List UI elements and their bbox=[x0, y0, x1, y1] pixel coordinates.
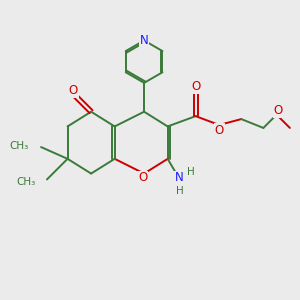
Text: H: H bbox=[176, 186, 183, 196]
Text: O: O bbox=[214, 124, 224, 137]
Text: O: O bbox=[69, 84, 78, 97]
Text: O: O bbox=[274, 104, 283, 117]
Text: CH₃: CH₃ bbox=[9, 141, 29, 151]
Text: CH₃: CH₃ bbox=[16, 177, 36, 188]
Text: N: N bbox=[175, 172, 184, 184]
Text: O: O bbox=[191, 80, 200, 93]
Text: O: O bbox=[138, 172, 147, 184]
Text: H: H bbox=[187, 167, 195, 177]
Text: N: N bbox=[140, 34, 148, 47]
